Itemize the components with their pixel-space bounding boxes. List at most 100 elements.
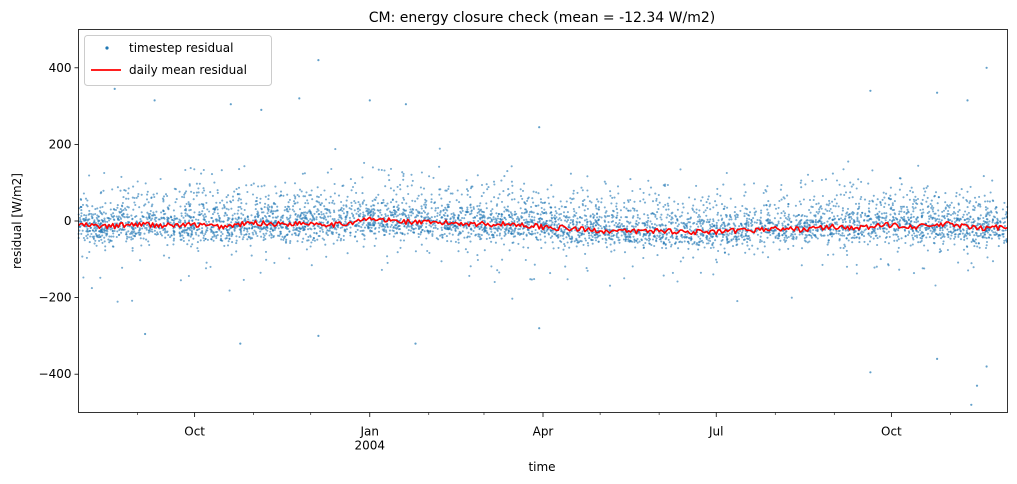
data-point [268, 215, 271, 218]
data-point [905, 219, 908, 222]
data-point [189, 228, 192, 231]
data-point [195, 229, 198, 232]
data-point [558, 217, 561, 220]
data-point [719, 243, 722, 246]
data-point [583, 198, 586, 201]
data-point [192, 225, 195, 229]
data-point [197, 187, 200, 190]
data-point [480, 234, 483, 237]
data-point [527, 223, 530, 226]
data-point [469, 196, 472, 199]
data-point [792, 244, 795, 247]
data-point [923, 244, 926, 247]
data-point [554, 206, 557, 209]
data-point [112, 212, 115, 215]
data-point [541, 218, 544, 221]
data-point [188, 205, 191, 208]
data-point [451, 233, 454, 236]
data-point [313, 231, 316, 234]
data-point [920, 237, 923, 240]
data-point [839, 234, 842, 237]
data-point [159, 177, 162, 181]
data-point [942, 233, 945, 236]
data-point [911, 243, 914, 246]
data-point [929, 216, 933, 219]
data-point [707, 195, 710, 198]
data-point [354, 230, 357, 233]
data-point [565, 254, 568, 258]
data-point [227, 240, 230, 243]
data-point [569, 237, 572, 240]
data-point [568, 235, 571, 238]
data-point [826, 243, 829, 246]
data-point [178, 232, 181, 235]
data-point [589, 214, 592, 217]
data-point [108, 241, 111, 244]
data-point [599, 234, 602, 237]
data-point [127, 230, 130, 233]
data-point [866, 243, 869, 246]
data-point [103, 219, 106, 222]
data-point [492, 236, 495, 239]
data-point [723, 251, 726, 254]
data-point [978, 222, 981, 226]
data-point [203, 189, 206, 192]
data-point [88, 241, 91, 244]
data-point [408, 205, 411, 208]
data-point [533, 216, 536, 219]
data-point [94, 221, 97, 225]
data-point [882, 227, 885, 230]
data-point [931, 230, 934, 233]
data-point [384, 215, 387, 218]
data-point [103, 227, 106, 230]
data-point [525, 218, 528, 221]
data-point [632, 215, 635, 218]
data-point [831, 218, 834, 221]
data-point [749, 222, 752, 225]
data-point [883, 196, 886, 199]
data-point [166, 194, 169, 198]
data-point [451, 192, 454, 195]
data-point [301, 172, 304, 175]
data-point [996, 221, 999, 224]
data-point [311, 238, 314, 242]
data-point [856, 211, 859, 214]
data-point [528, 211, 532, 214]
data-point [465, 188, 469, 191]
data-point [642, 191, 645, 194]
data-point [719, 214, 723, 217]
data-point [905, 206, 908, 209]
data-point [316, 224, 319, 227]
data-point [84, 197, 88, 200]
data-point [430, 207, 433, 210]
data-point [681, 202, 684, 205]
data-point [960, 188, 963, 191]
data-point [811, 179, 814, 183]
data-point [753, 221, 756, 224]
data-point [262, 211, 265, 214]
data-point [120, 231, 123, 234]
data-point [316, 186, 319, 189]
data-point [617, 236, 620, 239]
data-point [709, 246, 712, 250]
data-point [623, 251, 627, 254]
data-point [970, 262, 973, 265]
data-point [120, 217, 123, 220]
data-point [341, 226, 344, 229]
data-point [82, 192, 85, 195]
data-point [417, 232, 420, 235]
data-point [223, 244, 226, 247]
data-point [885, 228, 888, 231]
data-point [396, 226, 399, 229]
data-point [183, 219, 186, 222]
data-point [235, 239, 238, 242]
data-point [779, 239, 782, 242]
data-point [141, 215, 144, 218]
data-point [763, 224, 766, 227]
data-point [900, 210, 903, 213]
data-point [138, 231, 141, 234]
data-point [686, 226, 689, 229]
data-point [1003, 239, 1006, 242]
data-point [351, 185, 355, 189]
data-point [161, 197, 165, 200]
